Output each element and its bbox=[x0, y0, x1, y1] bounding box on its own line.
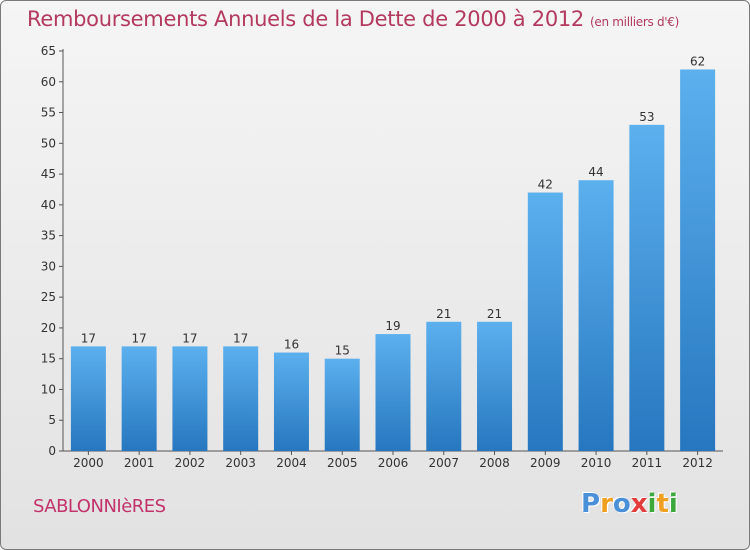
logo-letter: r bbox=[600, 489, 613, 519]
data-label-2009: 42 bbox=[538, 178, 553, 192]
logo-letter: P bbox=[581, 489, 601, 519]
x-tick-label: 2003 bbox=[225, 456, 256, 470]
x-tick-label: 2005 bbox=[327, 456, 358, 470]
y-tick-label: 15 bbox=[41, 352, 56, 366]
data-label-2011: 53 bbox=[639, 110, 654, 124]
y-tick-label: 50 bbox=[41, 136, 56, 150]
y-tick-label: 40 bbox=[41, 198, 56, 212]
x-tick-label: 2012 bbox=[682, 456, 713, 470]
chart-title-text: Remboursements Annuels de la Dette de 20… bbox=[27, 7, 584, 31]
logo-letter: t bbox=[656, 489, 669, 519]
bar-2006 bbox=[375, 334, 411, 451]
data-label-2008: 21 bbox=[487, 307, 502, 321]
y-tick-label: 60 bbox=[41, 75, 56, 89]
chart-subtitle: (en milliers d'€) bbox=[590, 15, 680, 29]
logo-letter: o bbox=[612, 489, 631, 519]
bar-2007 bbox=[426, 321, 462, 451]
y-tick-label: 5 bbox=[48, 413, 56, 427]
bar-2011 bbox=[629, 124, 665, 451]
y-tick-label: 55 bbox=[41, 106, 56, 120]
data-label-2005: 15 bbox=[335, 344, 350, 358]
commune-name: SABLONNIèRES bbox=[33, 496, 166, 517]
y-tick-label: 10 bbox=[41, 382, 56, 396]
x-tick-label: 2009 bbox=[530, 456, 561, 470]
data-label-2002: 17 bbox=[182, 331, 197, 345]
bar-2005 bbox=[324, 358, 360, 451]
x-tick-label: 2006 bbox=[378, 456, 409, 470]
x-tick-label: 2002 bbox=[175, 456, 206, 470]
x-tick-label: 2010 bbox=[581, 456, 612, 470]
y-tick-label: 25 bbox=[41, 290, 56, 304]
x-tick-label: 2008 bbox=[479, 456, 510, 470]
y-tick-label: 45 bbox=[41, 167, 56, 181]
y-tick-label: 65 bbox=[41, 44, 56, 58]
bar-2004 bbox=[273, 352, 309, 451]
y-tick-label: 0 bbox=[48, 444, 56, 458]
bar-2012 bbox=[680, 69, 716, 451]
bar-2000 bbox=[70, 346, 106, 451]
x-tick-label: 2007 bbox=[428, 456, 459, 470]
x-tick-label: 2001 bbox=[124, 456, 155, 470]
proxiti-logo: Proxiti bbox=[581, 489, 678, 519]
y-tick-label: 35 bbox=[41, 229, 56, 243]
data-label-2000: 17 bbox=[81, 331, 96, 345]
data-label-2001: 17 bbox=[132, 331, 147, 345]
data-label-2010: 44 bbox=[588, 165, 603, 179]
logo-letter: x bbox=[630, 489, 648, 519]
data-label-2004: 16 bbox=[284, 338, 299, 352]
chart-axes: 0 5 10 15 20 25 30 35 40 45 50 55 60 65 2000 2001 2002 20… bbox=[41, 44, 723, 470]
data-label-2003: 17 bbox=[233, 331, 248, 345]
data-label-2006: 19 bbox=[385, 319, 400, 333]
chart-bars bbox=[70, 69, 716, 452]
chart-data-labels: 17 17 17 17 16 15 19 21 21 42 44 53 62 bbox=[81, 54, 706, 357]
bar-2002 bbox=[172, 346, 208, 451]
bar-2008 bbox=[477, 321, 513, 451]
chart-title: Remboursements Annuels de la Dette de 20… bbox=[27, 7, 679, 31]
x-tick-label: 2000 bbox=[73, 456, 104, 470]
y-tick-label: 30 bbox=[41, 259, 56, 273]
logo-letter: i bbox=[668, 489, 678, 519]
data-label-2012: 62 bbox=[690, 54, 705, 68]
bar-2003 bbox=[223, 346, 259, 451]
y-tick-label: 20 bbox=[41, 321, 56, 335]
x-tick-label: 2011 bbox=[632, 456, 663, 470]
bar-2010 bbox=[578, 180, 614, 451]
x-tick-label: 2004 bbox=[276, 456, 307, 470]
bar-2001 bbox=[121, 346, 157, 451]
logo-letter: i bbox=[647, 489, 657, 519]
data-label-2007: 21 bbox=[436, 307, 451, 321]
bar-2009 bbox=[527, 192, 563, 452]
